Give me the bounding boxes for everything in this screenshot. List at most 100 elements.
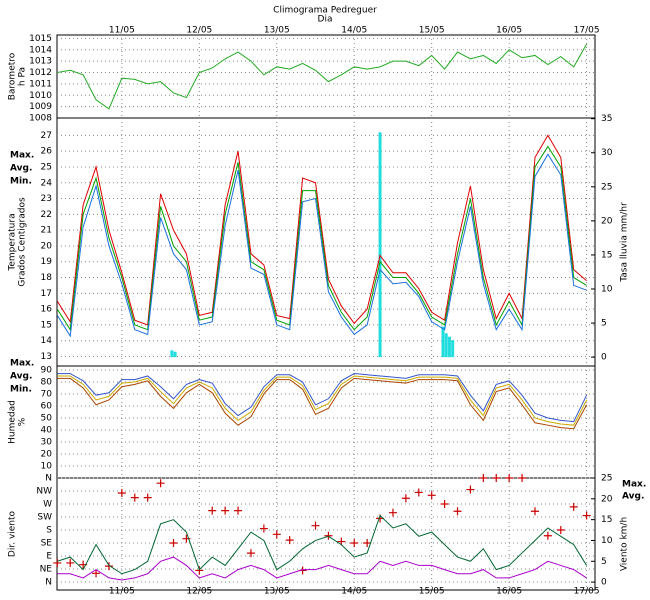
y2-tick-label: 20 xyxy=(601,494,613,504)
y2-tick-label: 5 xyxy=(601,319,607,329)
y2-tick-label: 10 xyxy=(601,285,613,295)
direction-point xyxy=(169,538,178,547)
direction-point xyxy=(582,511,591,520)
x-tick-label: 14/05 xyxy=(341,26,367,36)
direction-point xyxy=(66,558,75,567)
y-tick-label: 15 xyxy=(41,320,52,330)
x-tick-label: 13/05 xyxy=(264,26,290,36)
chart-title: Climograma Pedreguer xyxy=(273,6,377,16)
legend-label: Min. xyxy=(10,177,32,187)
y-tick-label: SE xyxy=(41,538,53,548)
y-axis-label: Dir. viento xyxy=(8,510,18,557)
rain-bar xyxy=(451,340,455,358)
direction-point xyxy=(285,536,294,545)
direction-point xyxy=(195,566,204,575)
series-line xyxy=(57,375,588,426)
legend-label: Max. xyxy=(10,359,34,369)
y-axis-label: Barometro xyxy=(8,52,18,100)
series-line xyxy=(57,556,587,581)
rain-bar xyxy=(444,333,448,358)
y-tick-label: 1009 xyxy=(29,102,52,112)
direction-point xyxy=(505,474,514,482)
x-axis-label: Dia xyxy=(318,15,333,25)
y-tick-label: N xyxy=(45,577,52,587)
direction-point xyxy=(234,506,243,515)
rain-bar xyxy=(447,336,451,358)
y2-tick-label: 5 xyxy=(601,557,607,567)
y-tick-label: 13 xyxy=(41,352,52,362)
y-tick-label: 1012 xyxy=(29,68,52,78)
series-line xyxy=(56,153,587,338)
direction-point xyxy=(143,493,152,502)
direction-point xyxy=(401,494,410,503)
direction-point xyxy=(530,507,539,516)
y-tick-label: 1011 xyxy=(29,79,52,89)
x-tick-label: 14/05 xyxy=(341,587,367,597)
direction-point xyxy=(427,491,436,500)
series-line xyxy=(56,134,587,326)
direction-point xyxy=(53,558,62,567)
y2-tick-label: 15 xyxy=(601,515,612,525)
y-tick-label: 17 xyxy=(41,289,52,299)
x-tick-label: 15/05 xyxy=(419,26,445,36)
x-tick-label: 11/05 xyxy=(109,26,135,36)
y-tick-label: S xyxy=(46,525,52,535)
x-tick-label: 16/05 xyxy=(496,26,522,36)
direction-point xyxy=(117,489,126,498)
y-tick-label: 19 xyxy=(41,257,53,267)
y-tick-label: 25 xyxy=(41,162,52,172)
direction-point xyxy=(104,562,113,571)
x-tick-label: 15/05 xyxy=(419,587,445,597)
direction-point xyxy=(479,474,488,482)
direction-point xyxy=(440,499,449,508)
y-tick-label: 26 xyxy=(41,147,53,157)
rain-bar xyxy=(170,350,174,358)
y2-tick-label: 25 xyxy=(601,474,612,484)
y-tick-label: 1008 xyxy=(29,114,52,124)
y-tick-label: NW xyxy=(36,486,52,496)
y-tick-label: 1010 xyxy=(29,91,52,101)
x-tick-label: 12/05 xyxy=(186,26,212,36)
x-tick-label: 17/05 xyxy=(574,587,600,597)
direction-point xyxy=(350,538,359,547)
rain-bar xyxy=(441,326,445,358)
direction-point xyxy=(221,506,230,515)
y-tick-label: 10 xyxy=(41,461,53,471)
direction-point xyxy=(92,569,101,578)
legend-label: Min. xyxy=(10,385,32,395)
y-tick-label: NE xyxy=(40,564,53,574)
direction-point xyxy=(414,488,423,497)
legend-label: Avg. xyxy=(622,492,644,502)
direction-point xyxy=(363,538,372,547)
y2-tick-label: 0 xyxy=(601,353,607,363)
y2-tick-label: 25 xyxy=(601,182,612,192)
y-tick-label: 1013 xyxy=(29,57,52,67)
y-tick-label: 60 xyxy=(41,401,53,411)
y-axis-label: Grados Centigrados xyxy=(18,197,28,287)
x-tick-label: 17/05 xyxy=(574,26,600,36)
direction-point xyxy=(311,521,320,530)
y-tick-label: 30 xyxy=(41,437,53,447)
direction-point xyxy=(466,485,475,494)
y2-tick-label: 10 xyxy=(601,536,613,546)
y-tick-label: 70 xyxy=(41,389,53,399)
y-axis-label: h Pa xyxy=(18,67,28,86)
panel-frame xyxy=(56,34,596,119)
series-line xyxy=(57,377,588,430)
y2-axis-label: Tasa lluvia mm/hr xyxy=(620,202,630,283)
direction-point xyxy=(259,524,268,533)
direction-point xyxy=(208,506,217,515)
y2-axis-label: Viento km/h xyxy=(620,517,630,571)
y-tick-label: 20 xyxy=(41,241,53,251)
y-axis-label: % xyxy=(18,417,28,426)
rain-bar xyxy=(173,351,177,358)
y2-tick-label: 35 xyxy=(601,114,612,124)
panel-frame xyxy=(56,477,596,591)
x-tick-label: 11/05 xyxy=(109,587,135,597)
y-tick-label: 80 xyxy=(41,377,53,387)
series-line xyxy=(57,514,588,575)
legend-label: Avg. xyxy=(10,164,32,174)
y-tick-label: 40 xyxy=(41,425,53,435)
y-tick-label: N xyxy=(45,474,52,484)
